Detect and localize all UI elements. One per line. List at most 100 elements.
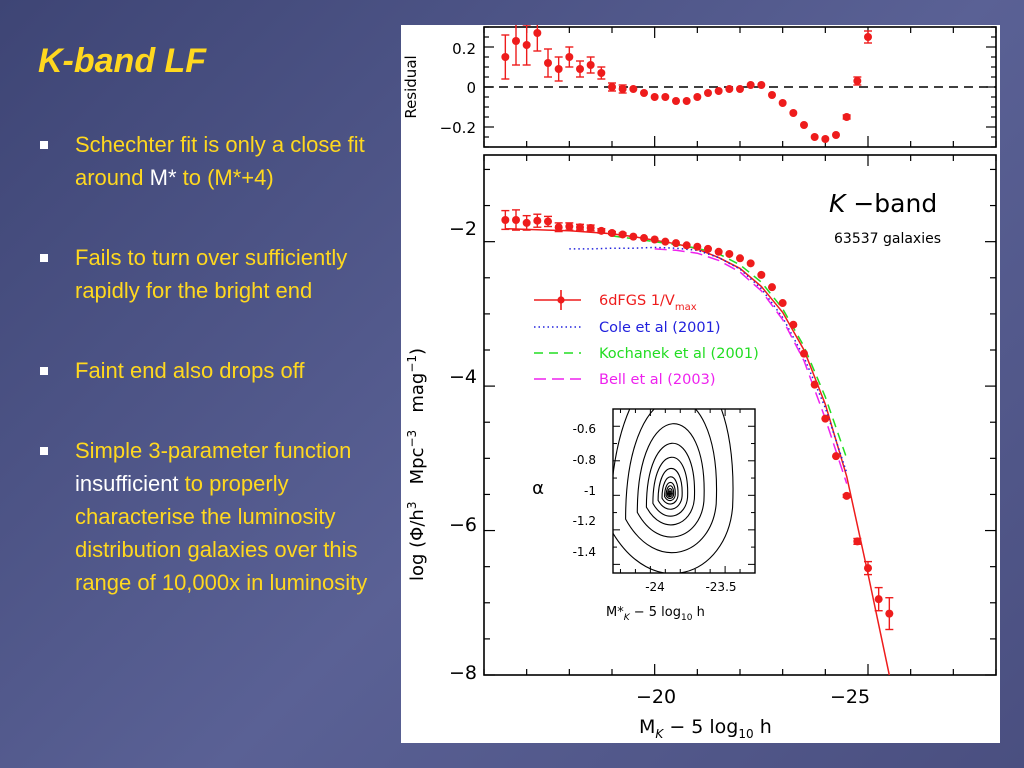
- bullet-square-icon: [40, 254, 48, 262]
- lf-point: [512, 216, 520, 224]
- lf-point: [650, 235, 659, 244]
- main-ylabel-sup: 3: [405, 502, 419, 510]
- residual-point: [554, 65, 563, 73]
- residual-point: [778, 99, 787, 107]
- lf-point: [736, 254, 744, 263]
- lf-point: [746, 259, 755, 268]
- residual-point: [693, 93, 702, 101]
- residual-point: [629, 85, 638, 93]
- legend-label-cole: Cole et al (2001): [599, 320, 721, 336]
- bullet-text: Simple 3-parameter function: [75, 438, 352, 463]
- residual-point: [544, 59, 552, 67]
- main-ytick: −4: [449, 366, 477, 388]
- bullet-highlight: M*: [149, 165, 177, 190]
- residual-point: [672, 97, 680, 105]
- residual-point: [565, 53, 574, 61]
- luminosity-function-figure: 0.2 0 −0.2 Residual −2 −4 −6 −8 −20 −25 …: [401, 14, 1000, 743]
- bullet-text: to properly characterise the luminosity …: [75, 471, 368, 595]
- residual-point: [821, 135, 830, 143]
- contour-ring: [665, 485, 675, 499]
- residual-point: [800, 121, 808, 129]
- bullet-square-icon: [40, 367, 48, 375]
- band-word: −band: [845, 189, 937, 218]
- inset-xlabel-part: − 5 log: [630, 605, 681, 620]
- lf-point: [789, 320, 798, 329]
- residual-point: [522, 41, 531, 49]
- bullet-text: Faint end also drops off: [75, 358, 305, 383]
- lf-point: [533, 216, 542, 225]
- inset-ytick: -1.4: [573, 545, 596, 559]
- residual-point: [608, 83, 616, 91]
- lf-point: [693, 242, 702, 251]
- residual-point: [576, 65, 584, 73]
- residual-point: [736, 85, 744, 93]
- lf-point: [682, 241, 691, 250]
- inset-ytick: -1: [584, 484, 596, 498]
- residual-point: [650, 93, 659, 101]
- lf-point: [800, 349, 808, 358]
- inset-ytick: -1.2: [573, 514, 596, 528]
- residual-point: [746, 81, 755, 89]
- residual-point: [842, 113, 851, 121]
- lf-point: [608, 229, 616, 237]
- main-xlabel: MK − 5 log10 h: [639, 716, 772, 741]
- contour-ring: [613, 409, 734, 573]
- main-panel: −2 −4 −6 −8 −20 −25 MK − 5 log10 h log (…: [405, 154, 997, 741]
- contour-ring: [657, 468, 683, 510]
- inset-xtick: -24: [645, 580, 665, 594]
- residual-point: [618, 85, 627, 93]
- main-tick-marks: [483, 155, 997, 676]
- bullet-text: to (M*+4): [176, 165, 274, 190]
- lf-point: [576, 223, 584, 232]
- inset-xlabel-part: M*: [606, 605, 624, 620]
- contour-ring: [636, 423, 705, 538]
- main-ylabel-part: mag: [407, 373, 428, 430]
- lf-point: [629, 232, 638, 241]
- inset-xlabel-sub: K: [624, 613, 631, 623]
- inset-contour-group: [613, 409, 734, 573]
- lf-point: [565, 222, 574, 231]
- galaxy-count-annotation: 63537 galaxies: [834, 231, 941, 247]
- lf-point: [522, 218, 531, 227]
- lf-point: [554, 223, 563, 232]
- legend-label-kochanek: Kochanek et al (2001): [599, 346, 759, 362]
- lf-point: [874, 595, 883, 604]
- main-ylabel-part: log (Φ/h: [407, 509, 428, 581]
- residual-point: [832, 131, 840, 139]
- lf-point: [597, 226, 606, 235]
- bullet-list: Schechter fit is only a close fit around…: [38, 128, 398, 599]
- main-points: [501, 209, 894, 631]
- figure-svg: 0.2 0 −0.2 Residual −2 −4 −6 −8 −20 −25 …: [402, 14, 997, 741]
- main-ylabel: log (Φ/h3 Mpc−3 mag−1): [405, 348, 428, 581]
- contour-ring: [645, 442, 695, 526]
- main-ytick: −8: [449, 662, 477, 684]
- bullet-schechter-fit: Schechter fit is only a close fit around…: [38, 128, 398, 194]
- residual-point: [682, 97, 691, 105]
- residual-ylabel: Residual: [402, 55, 420, 118]
- residual-point: [533, 29, 542, 37]
- residual-point: [512, 37, 520, 45]
- legend-label-bell: Bell et al (2003): [599, 372, 716, 388]
- main-ylabel-part: Mpc: [407, 448, 428, 502]
- bullet-text: Fails to turn over sufficiently rapidly …: [75, 245, 348, 303]
- slide-title: K-band LF: [38, 42, 207, 80]
- residual-point: [640, 89, 648, 97]
- residual-point: [810, 133, 819, 141]
- legend: 6dFGS 1/Vmax Cole et al (2001) Kochanek …: [534, 290, 759, 388]
- curve-dotted: [569, 246, 848, 474]
- main-ytick: −2: [449, 218, 477, 240]
- bullet-highlight: insufficient: [75, 471, 179, 496]
- main-xlabel-part: M: [639, 716, 655, 738]
- contour-ring: [625, 409, 718, 554]
- lf-point: [757, 270, 766, 279]
- lf-point: [885, 609, 894, 618]
- legend-label-6dfgs: 6dFGS 1/Vmax: [599, 293, 697, 313]
- inset-xlabel-sub: 10: [681, 613, 693, 623]
- inset-ylabel: α: [532, 478, 544, 499]
- inset-tick-marks: [613, 409, 755, 573]
- residual-point: [853, 77, 862, 85]
- residual-ytick: 0: [466, 79, 476, 97]
- inset-contour-panel: -0.6 -0.8 -1 -1.2 -1.4 -24 -23.5 α M*K −…: [532, 408, 756, 623]
- inset-xlabel: M*K − 5 log10 h: [606, 605, 705, 623]
- inset-ytick: -0.6: [573, 422, 596, 436]
